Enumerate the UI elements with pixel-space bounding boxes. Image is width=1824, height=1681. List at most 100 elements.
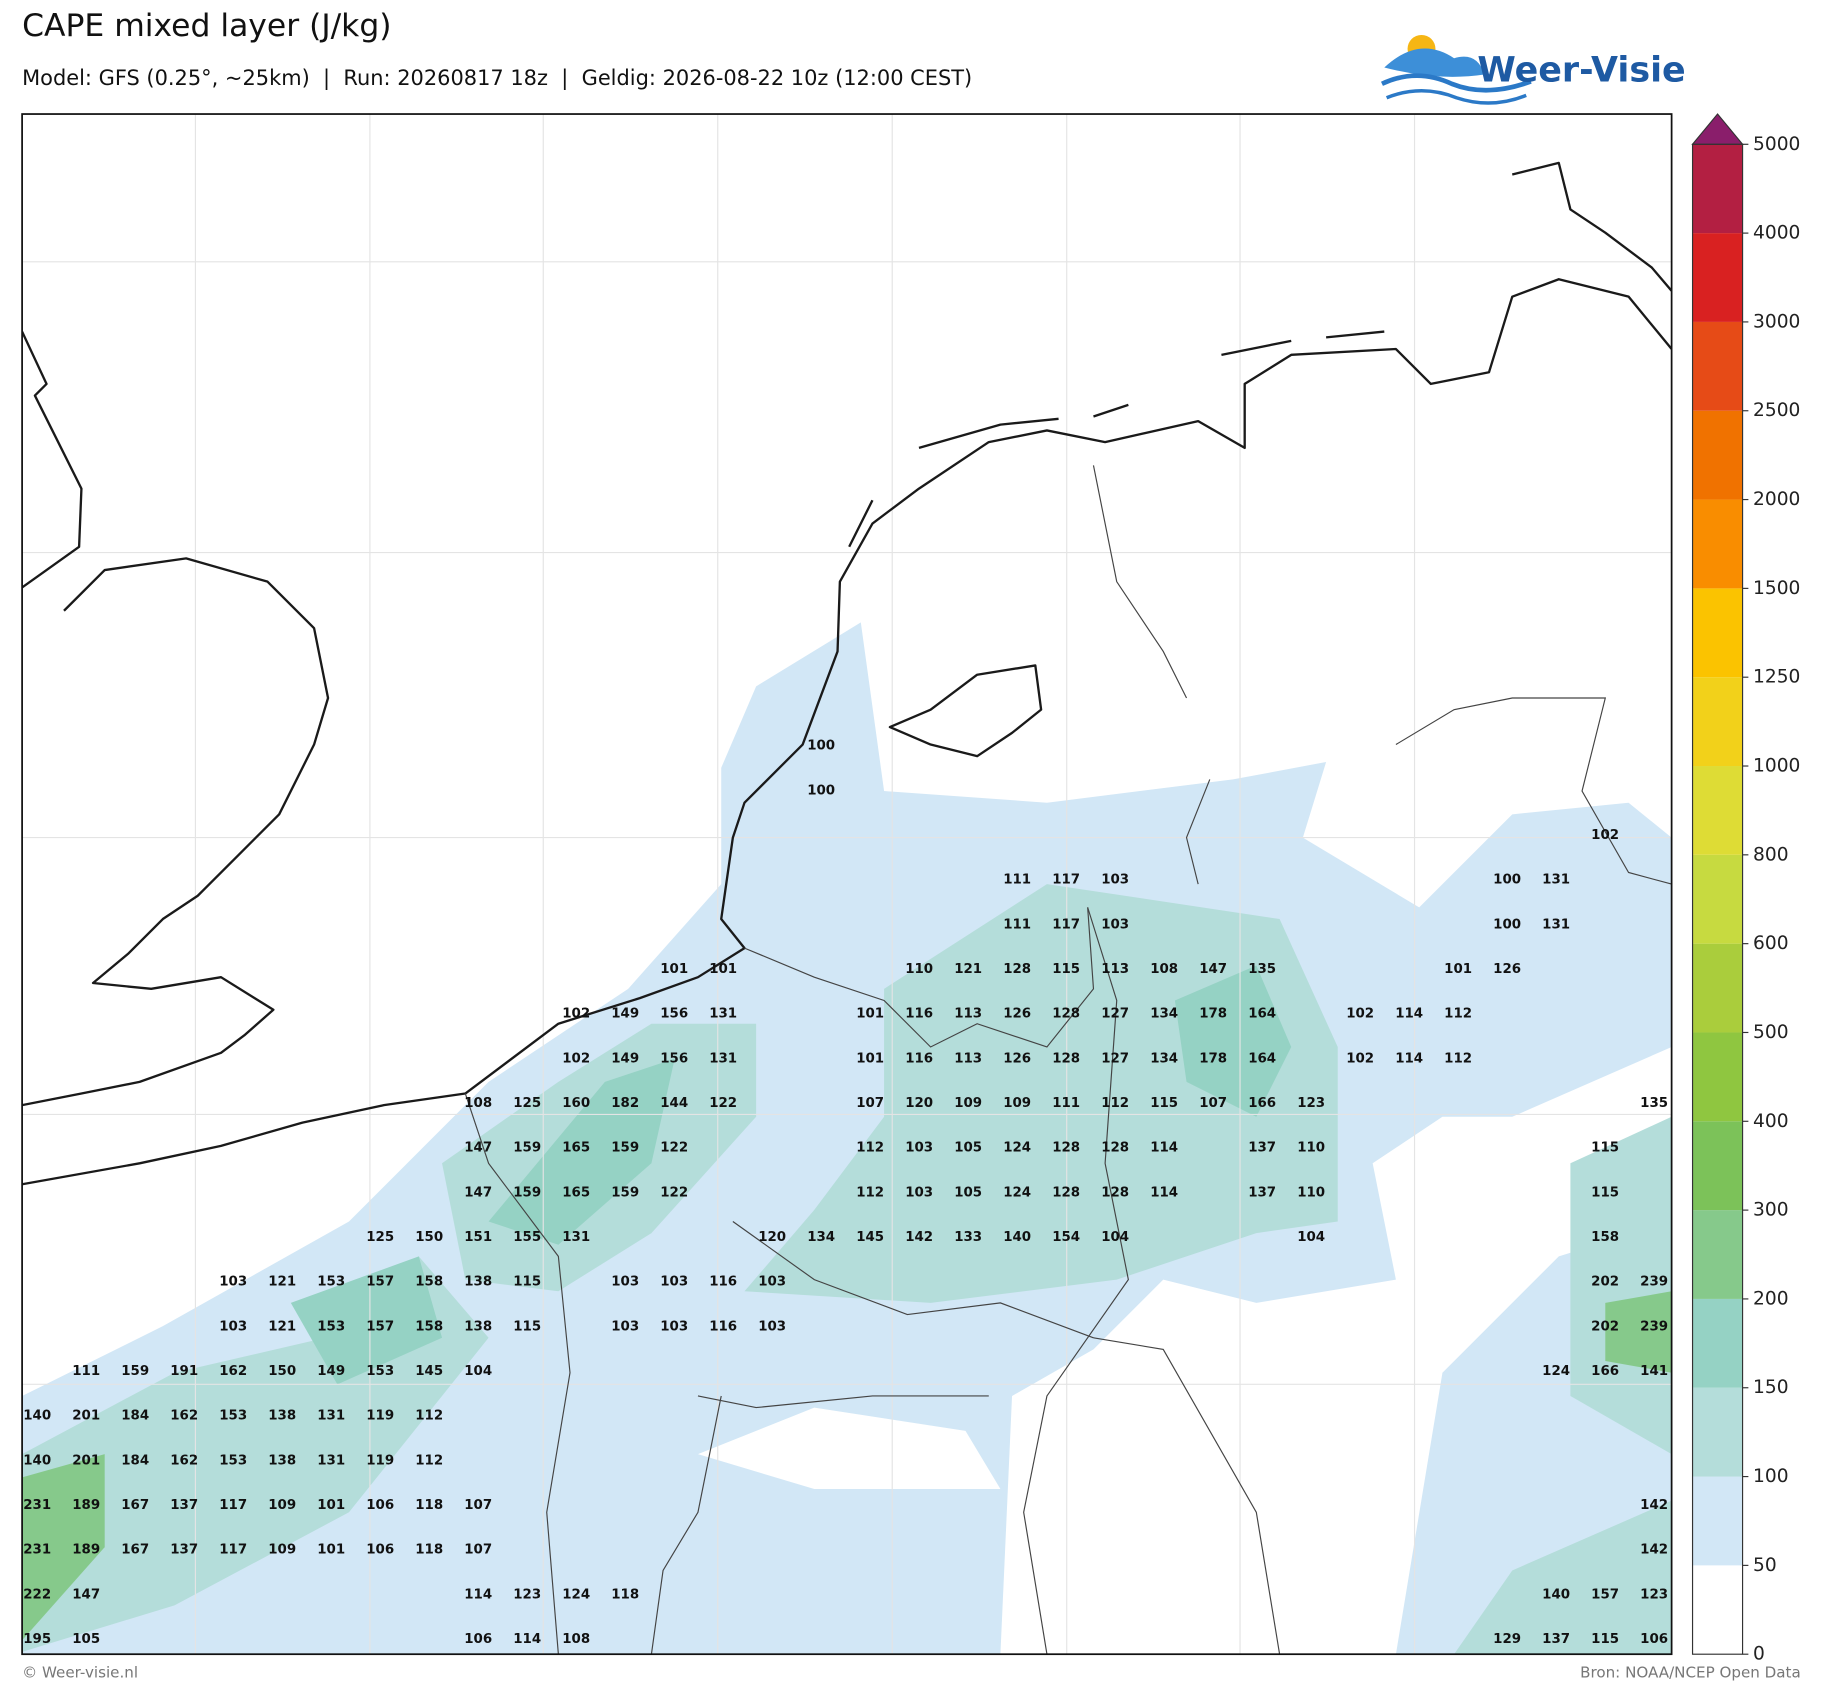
value-label: 144 — [660, 1096, 688, 1111]
value-label: 119 — [366, 1409, 394, 1424]
value-label: 127 — [1101, 1051, 1129, 1066]
value-label: 109 — [268, 1498, 296, 1513]
colorbar-band — [1692, 1476, 1743, 1566]
value-label: 118 — [611, 1587, 639, 1602]
value-label: 195 — [23, 1632, 51, 1647]
value-label: 114 — [1150, 1185, 1178, 1200]
value-label: 101 — [709, 962, 737, 977]
value-label: 107 — [464, 1543, 492, 1558]
value-label: 109 — [268, 1543, 296, 1558]
value-label: 140 — [23, 1409, 51, 1424]
value-label: 102 — [1346, 1051, 1374, 1066]
value-label: 137 — [1248, 1185, 1276, 1200]
value-label: 100 — [1493, 917, 1521, 932]
map-frame — [21, 113, 1673, 1656]
value-label: 112 — [415, 1453, 443, 1468]
colorbar-tick-label: 600 — [1753, 933, 1789, 954]
colorbar-band — [1692, 1387, 1743, 1477]
value-label: 128 — [1052, 1185, 1080, 1200]
colorbar-tick-label: 2500 — [1753, 400, 1800, 421]
value-label: 106 — [366, 1543, 394, 1558]
value-label: 159 — [513, 1185, 541, 1200]
value-label: 118 — [415, 1543, 443, 1558]
value-label: 110 — [1297, 1185, 1325, 1200]
value-label: 178 — [1199, 1051, 1227, 1066]
colorbar-tick-label: 1500 — [1753, 578, 1800, 599]
value-label: 119 — [366, 1453, 394, 1468]
colorbar-tick-label: 200 — [1753, 1288, 1789, 1309]
value-label: 108 — [562, 1632, 590, 1647]
value-label: 155 — [513, 1230, 541, 1245]
value-label: 202 — [1591, 1275, 1619, 1290]
value-label: 189 — [72, 1498, 100, 1513]
value-label: 112 — [1444, 1051, 1472, 1066]
value-label: 102 — [1346, 1007, 1374, 1022]
value-label: 111 — [1003, 917, 1031, 932]
value-label: 162 — [219, 1364, 247, 1379]
value-label: 201 — [72, 1409, 100, 1424]
value-label: 106 — [366, 1498, 394, 1513]
value-label: 142 — [905, 1230, 933, 1245]
coastlines — [22, 161, 1672, 1186]
value-label: 116 — [709, 1275, 737, 1290]
value-label: 159 — [513, 1141, 541, 1156]
value-label: 147 — [464, 1141, 492, 1156]
value-label: 156 — [660, 1007, 688, 1022]
value-label: 120 — [758, 1230, 786, 1245]
value-label: 115 — [1591, 1185, 1619, 1200]
colorbar-tick-label: 1250 — [1753, 667, 1800, 688]
value-label: 164 — [1248, 1007, 1276, 1022]
value-label: 153 — [317, 1275, 345, 1290]
colorbar-tick-label: 800 — [1753, 844, 1789, 865]
value-label: 123 — [513, 1587, 541, 1602]
value-label: 222 — [23, 1587, 51, 1602]
value-label: 124 — [562, 1587, 590, 1602]
value-label: 121 — [954, 962, 982, 977]
value-label: 125 — [366, 1230, 394, 1245]
value-label: 126 — [1493, 962, 1521, 977]
value-label: 104 — [1297, 1230, 1325, 1245]
value-label: 140 — [1003, 1230, 1031, 1245]
value-label: 150 — [415, 1230, 443, 1245]
value-label: 107 — [856, 1096, 884, 1111]
value-label: 131 — [317, 1453, 345, 1468]
value-label: 115 — [1150, 1096, 1178, 1111]
value-label: 167 — [121, 1498, 149, 1513]
colorbar-band — [1692, 410, 1743, 500]
value-label: 115 — [1591, 1141, 1619, 1156]
value-label: 114 — [464, 1587, 492, 1602]
value-label: 100 — [1493, 873, 1521, 888]
value-label: 184 — [121, 1453, 149, 1468]
value-label: 100 — [807, 739, 835, 754]
value-labels: 100 100 102 111 117 103 100 131 111 117 103 100 131 1… — [23, 739, 1668, 1647]
value-label: 125 — [513, 1096, 541, 1111]
value-label: 103 — [660, 1275, 688, 1290]
value-label: 112 — [1101, 1096, 1129, 1111]
colorbar-band — [1692, 588, 1743, 678]
value-label: 158 — [415, 1275, 443, 1290]
logo: Weer-Visie — [1380, 34, 1686, 105]
value-label: 115 — [513, 1275, 541, 1290]
colorbar-tick-label: 1000 — [1753, 756, 1800, 777]
value-label: 145 — [856, 1230, 884, 1245]
value-label: 147 — [72, 1587, 100, 1602]
source: Bron: NOAA/NCEP Open Data — [1580, 1663, 1801, 1681]
map: 100 100 102 111 117 103 100 131 111 117 103 100 131 1… — [22, 114, 1672, 1655]
value-label: 133 — [954, 1230, 982, 1245]
colorbar-band — [1692, 854, 1743, 944]
value-label: 114 — [1395, 1051, 1423, 1066]
value-label: 202 — [1591, 1319, 1619, 1334]
colorbar-frame — [1691, 143, 1744, 1655]
value-label: 105 — [72, 1632, 100, 1647]
value-label: 239 — [1640, 1319, 1668, 1334]
value-label: 151 — [464, 1230, 492, 1245]
logo-text: Weer-Visie — [1477, 50, 1685, 90]
value-label: 111 — [1003, 873, 1031, 888]
value-label: 116 — [709, 1319, 737, 1334]
value-label: 147 — [464, 1185, 492, 1200]
value-label: 124 — [1003, 1185, 1031, 1200]
value-label: 103 — [905, 1185, 933, 1200]
value-label: 115 — [1591, 1632, 1619, 1647]
